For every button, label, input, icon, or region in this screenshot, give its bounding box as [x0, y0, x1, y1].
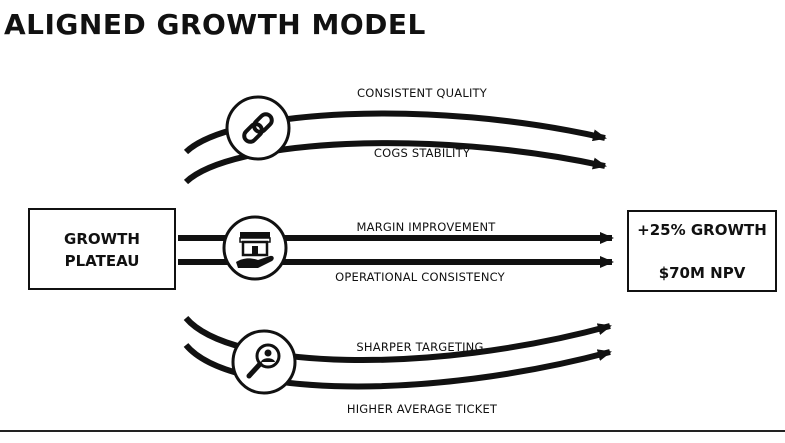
- start-box-line1: GROWTH: [64, 230, 140, 248]
- arrow-cogs-stability: [183, 140, 607, 185]
- label-higher-average-ticket: HIGHER AVERAGE TICKET: [346, 402, 498, 416]
- arrow-consistent-quality: [183, 110, 607, 155]
- label-margin-improvement: MARGIN IMPROVEMENT: [356, 220, 496, 234]
- label-consistent-quality: CONSISTENT QUALITY: [356, 86, 488, 100]
- chain-link-icon: [225, 95, 291, 161]
- start-box-growth-plateau: GROWTH PLATEAU: [28, 208, 176, 290]
- bottom-divider: [0, 430, 785, 432]
- end-box-growth-result: +25% GROWTH $70M NPV: [627, 210, 777, 292]
- start-box-line2: PLATEAU: [64, 252, 140, 270]
- magnifier-person-icon: [231, 329, 297, 395]
- arrow-higher-average-ticket: [183, 343, 612, 390]
- page-title: ALIGNED GROWTH MODEL: [4, 8, 426, 41]
- end-box-line1: +25% GROWTH: [637, 221, 767, 239]
- arrow-sharper-targeting: [183, 316, 612, 364]
- label-sharper-targeting: SHARPER TARGETING: [356, 340, 484, 354]
- label-operational-consistency: OPERATIONAL CONSISTENCY: [335, 270, 505, 284]
- storefront-hand-icon: [222, 215, 288, 281]
- end-box-line2: $70M NPV: [658, 264, 746, 282]
- label-cogs-stability: COGS STABILITY: [373, 146, 471, 160]
